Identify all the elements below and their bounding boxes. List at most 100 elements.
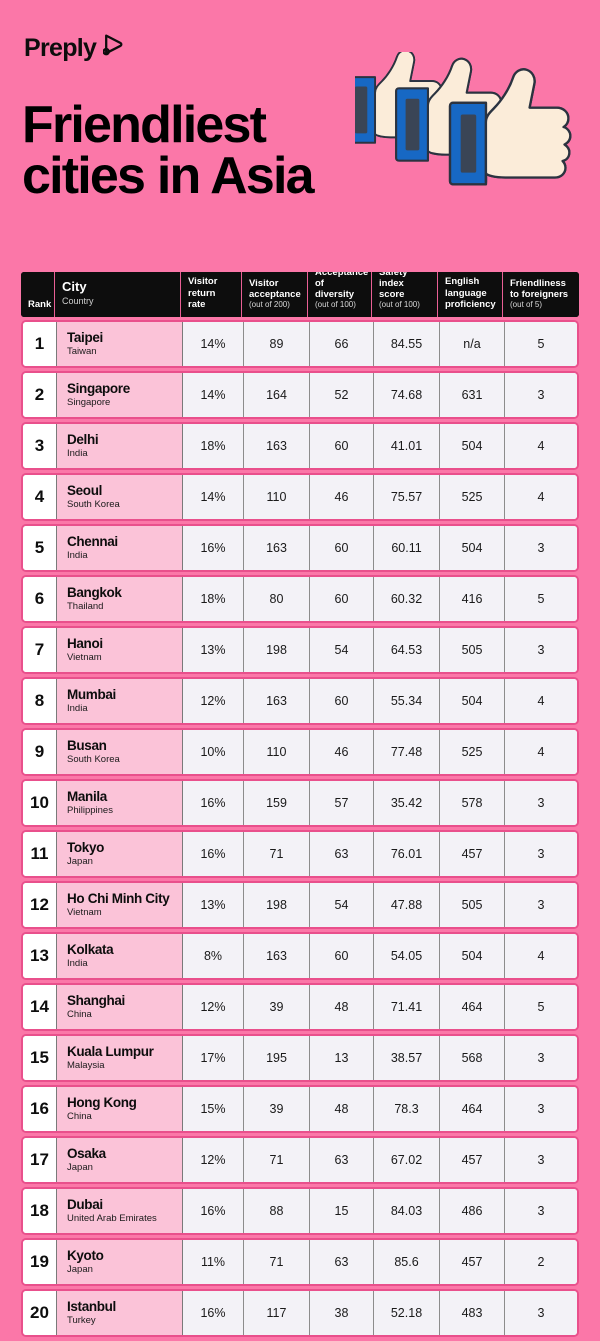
- cell-safety-index-score: 67.02: [374, 1138, 440, 1182]
- cell-friendliness-to-foreigners: 3: [505, 1291, 577, 1335]
- table-row[interactable]: 6 Bangkok Thailand 18% 80 60 60.32 416 5: [21, 575, 579, 623]
- city-name: Bangkok: [67, 585, 122, 601]
- cell-safety-index-score: 52.18: [374, 1291, 440, 1335]
- cell-friendliness-to-foreigners: 5: [505, 577, 577, 621]
- column-header-c3-sub: (out of 100): [315, 300, 356, 310]
- cell-city: Singapore Singapore: [57, 373, 183, 417]
- table-row[interactable]: 4 Seoul South Korea 14% 110 46 75.57 525 4: [21, 473, 579, 521]
- cell-city: Busan South Korea: [57, 730, 183, 774]
- country-name: China: [67, 1009, 92, 1021]
- cell-friendliness-to-foreigners: 3: [505, 1138, 577, 1182]
- cell-rank: 14: [23, 985, 57, 1029]
- cell-safety-index-score: 74.68: [374, 373, 440, 417]
- table-row[interactable]: 8 Mumbai India 12% 163 60 55.34 504 4: [21, 677, 579, 725]
- city-name: Taipei: [67, 330, 103, 346]
- cell-city: Istanbul Turkey: [57, 1291, 183, 1335]
- column-header-c5-line2: language: [445, 287, 487, 299]
- table-row[interactable]: 15 Kuala Lumpur Malaysia 17% 195 13 38.57 568 3: [21, 1034, 579, 1082]
- cell-english-language-proficiency: 457: [440, 1138, 505, 1182]
- cell-acceptance-of-diversity: 63: [310, 832, 374, 876]
- cell-rank: 8: [23, 679, 57, 723]
- cell-friendliness-to-foreigners: 3: [505, 628, 577, 672]
- cell-acceptance-of-diversity: 46: [310, 730, 374, 774]
- city-name: Chennai: [67, 534, 118, 550]
- cell-city: Hong Kong China: [57, 1087, 183, 1131]
- cell-friendliness-to-foreigners: 3: [505, 781, 577, 825]
- cell-visitor-acceptance: 159: [244, 781, 310, 825]
- column-header-c4-line1: Safety: [379, 272, 408, 278]
- column-header-c6-sub: (out of 5): [510, 300, 543, 310]
- cell-safety-index-score: 35.42: [374, 781, 440, 825]
- column-header-city-label: City: [62, 279, 87, 295]
- table-row[interactable]: 5 Chennai India 16% 163 60 60.11 504 3: [21, 524, 579, 572]
- cell-visitor-return-rate: 13%: [183, 628, 244, 672]
- cell-visitor-return-rate: 17%: [183, 1036, 244, 1080]
- table-row[interactable]: 2 Singapore Singapore 14% 164 52 74.68 631 3: [21, 371, 579, 419]
- cell-rank: 18: [23, 1189, 57, 1233]
- country-name: India: [67, 448, 88, 460]
- preply-megaphone-icon: [102, 34, 125, 63]
- cell-rank: 11: [23, 832, 57, 876]
- column-header-c5-line3: proficiency: [445, 298, 496, 310]
- column-header-c4-sub: (out of 100): [379, 300, 420, 310]
- cell-safety-index-score: 78.3: [374, 1087, 440, 1131]
- table-row[interactable]: 19 Kyoto Japan 11% 71 63 85.6 457 2: [21, 1238, 579, 1286]
- table-row[interactable]: 7 Hanoi Vietnam 13% 198 54 64.53 505 3: [21, 626, 579, 674]
- country-name: South Korea: [67, 754, 120, 766]
- city-name: Kuala Lumpur: [67, 1044, 154, 1060]
- country-name: Vietnam: [67, 652, 102, 664]
- cell-acceptance-of-diversity: 48: [310, 1087, 374, 1131]
- cell-english-language-proficiency: 504: [440, 424, 505, 468]
- cell-visitor-acceptance: 198: [244, 883, 310, 927]
- table-row[interactable]: 17 Osaka Japan 12% 71 63 67.02 457 3: [21, 1136, 579, 1184]
- table-row[interactable]: 18 Dubai United Arab Emirates 16% 88 15 84.03 4…: [21, 1187, 579, 1235]
- column-header-c1-line2: return rate: [188, 287, 216, 310]
- country-name: India: [67, 958, 88, 970]
- cell-visitor-return-rate: 18%: [183, 577, 244, 621]
- cell-visitor-return-rate: 15%: [183, 1087, 244, 1131]
- cell-safety-index-score: 41.01: [374, 424, 440, 468]
- country-name: Thailand: [67, 601, 104, 613]
- cell-visitor-return-rate: 14%: [183, 373, 244, 417]
- cell-visitor-acceptance: 71: [244, 832, 310, 876]
- brand-logo[interactable]: Preply: [24, 34, 125, 63]
- cell-city: Bangkok Thailand: [57, 577, 183, 621]
- cell-english-language-proficiency: 578: [440, 781, 505, 825]
- table-row[interactable]: 9 Busan South Korea 10% 110 46 77.48 525 4: [21, 728, 579, 776]
- table-row[interactable]: 13 Kolkata India 8% 163 60 54.05 504 4: [21, 932, 579, 980]
- cell-friendliness-to-foreigners: 3: [505, 1036, 577, 1080]
- cell-rank: 17: [23, 1138, 57, 1182]
- cell-city: Kyoto Japan: [57, 1240, 183, 1284]
- cell-visitor-acceptance: 39: [244, 1087, 310, 1131]
- cell-city: Manila Philippines: [57, 781, 183, 825]
- table-row[interactable]: 16 Hong Kong China 15% 39 48 78.3 464 3: [21, 1085, 579, 1133]
- cell-safety-index-score: 55.34: [374, 679, 440, 723]
- cell-english-language-proficiency: 464: [440, 1087, 505, 1131]
- column-header-rank-label: Rank: [28, 298, 52, 310]
- table-row[interactable]: 10 Manila Philippines 16% 159 57 35.42 578 3: [21, 779, 579, 827]
- cell-safety-index-score: 84.55: [374, 322, 440, 366]
- table-row[interactable]: 1 Taipei Taiwan 14% 89 66 84.55 n/a 5: [21, 320, 579, 368]
- cell-visitor-acceptance: 110: [244, 730, 310, 774]
- cell-visitor-return-rate: 11%: [183, 1240, 244, 1284]
- table-row[interactable]: 11 Tokyo Japan 16% 71 63 76.01 457 3: [21, 830, 579, 878]
- column-header-visitor-return-rate: Visitor return rate: [181, 272, 242, 317]
- table-row[interactable]: 20 Istanbul Turkey 16% 117 38 52.18 483 3: [21, 1289, 579, 1337]
- cell-friendliness-to-foreigners: 4: [505, 934, 577, 978]
- country-name: Japan: [67, 856, 93, 868]
- cell-english-language-proficiency: 505: [440, 883, 505, 927]
- column-header-c6-line2: to foreigners: [510, 289, 569, 301]
- cell-english-language-proficiency: 457: [440, 1240, 505, 1284]
- cell-visitor-acceptance: 71: [244, 1138, 310, 1182]
- cell-friendliness-to-foreigners: 3: [505, 373, 577, 417]
- cell-city: Chennai India: [57, 526, 183, 570]
- cell-english-language-proficiency: 504: [440, 679, 505, 723]
- column-header-c3-line1: Acceptance: [315, 272, 369, 278]
- table-row[interactable]: 3 Delhi India 18% 163 60 41.01 504 4: [21, 422, 579, 470]
- table-row[interactable]: 14 Shanghai China 12% 39 48 71.41 464 5: [21, 983, 579, 1031]
- cell-visitor-acceptance: 163: [244, 526, 310, 570]
- cell-english-language-proficiency: 483: [440, 1291, 505, 1335]
- table-row[interactable]: 12 Ho Chi Minh City Vietnam 13% 198 54 47.88 50…: [21, 881, 579, 929]
- cell-friendliness-to-foreigners: 3: [505, 526, 577, 570]
- country-name: India: [67, 703, 88, 715]
